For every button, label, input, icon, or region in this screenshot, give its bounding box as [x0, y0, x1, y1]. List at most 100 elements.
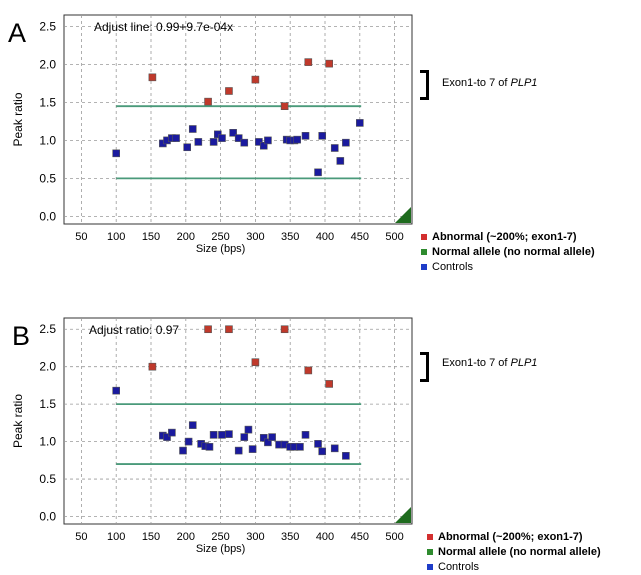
exon-note-a-text: Exon1-to 7 of — [442, 77, 511, 89]
x-axis-label: Size (bps) — [196, 243, 246, 255]
x-tick-label: 400 — [316, 531, 334, 543]
data-point — [225, 325, 233, 334]
data-point — [325, 380, 333, 388]
legend-swatch — [427, 549, 433, 556]
data-point — [304, 366, 313, 375]
x-tick-label: 400 — [316, 231, 334, 243]
bracket-b — [420, 352, 429, 382]
data-point — [184, 437, 193, 446]
data-point — [112, 386, 120, 395]
exon-note-b-text: Exon1-to 7 of — [442, 357, 511, 369]
data-point — [330, 144, 339, 152]
data-point — [240, 138, 249, 147]
data-point — [163, 433, 171, 441]
data-point — [234, 446, 243, 455]
panel-letter: A — [8, 18, 26, 48]
data-point — [194, 138, 203, 146]
data-point — [209, 138, 218, 146]
data-point — [293, 135, 301, 144]
data-point — [244, 425, 253, 434]
data-point — [268, 433, 276, 441]
exon-note-b-gene: PLP1 — [510, 357, 538, 369]
data-point — [318, 132, 327, 140]
x-tick-label: 350 — [281, 531, 299, 543]
x-tick-label: 150 — [142, 231, 160, 243]
data-point — [148, 362, 157, 371]
x-axis-label: Size (bps) — [196, 543, 246, 555]
data-point — [264, 438, 272, 447]
x-tick-label: 200 — [177, 531, 195, 543]
data-point — [234, 134, 243, 142]
x-tick-label: 450 — [351, 531, 369, 543]
data-point — [280, 325, 289, 334]
data-point — [204, 97, 212, 106]
legend-a: Abnormal (~200%; exon1-7) Normal allele … — [421, 230, 595, 275]
y-tick-label: 2.5 — [39, 322, 56, 336]
x-tick-label: 350 — [281, 231, 299, 243]
legend-swatch — [421, 249, 427, 256]
legend-swatch — [421, 234, 427, 241]
data-point — [172, 134, 180, 142]
data-point — [318, 447, 327, 456]
y-tick-label: 2.5 — [39, 19, 56, 33]
chart-panel-b: 0.0 0.5 1.0 1.5 2.0 2.5 50 100 150 200 250 300 350 40… — [11, 317, 413, 555]
data-point — [188, 125, 197, 133]
x-tick-label: 500 — [385, 531, 403, 543]
exon-note-b: Exon1-to 7 of PLP1 — [442, 357, 537, 369]
data-point — [342, 452, 350, 460]
legend-swatch — [427, 564, 433, 571]
legend-b-item-normal: Normal allele (no normal allele) — [427, 545, 601, 560]
exon-note-a-gene: PLP1 — [510, 77, 538, 89]
bracket-a — [420, 70, 429, 100]
data-point — [336, 157, 345, 165]
data-point — [188, 421, 197, 429]
data-point — [255, 138, 263, 146]
data-point — [112, 149, 120, 158]
data-point — [168, 428, 176, 437]
data-point — [325, 59, 333, 68]
data-point — [251, 75, 260, 84]
x-tick-label: 200 — [177, 231, 195, 243]
data-point — [225, 87, 233, 95]
legend-b-item-abnormal: Abnormal (~200%; exon1-7) — [427, 530, 601, 545]
legend-a-item-controls: Controls — [421, 260, 595, 275]
legend-label: Controls — [438, 561, 479, 573]
legend-label: Normal allele (no normal allele) — [438, 546, 601, 558]
y-tick-label: 0.5 — [39, 171, 56, 185]
legend-label: Normal allele (no normal allele) — [432, 246, 595, 258]
x-tick-label: 100 — [107, 231, 125, 243]
legend-a-item-normal: Normal allele (no normal allele) — [421, 245, 595, 260]
legend-a-item-abnormal: Abnormal (~200%; exon1-7) — [421, 230, 595, 245]
y-tick-label: 1.5 — [39, 397, 56, 411]
data-point — [229, 129, 237, 137]
data-point — [183, 143, 191, 152]
legend-label: Abnormal (~200%; exon1-7) — [432, 231, 577, 243]
data-point — [179, 446, 187, 455]
y-tick-label: 1.0 — [39, 133, 56, 147]
data-point — [301, 132, 310, 140]
data-point — [204, 325, 212, 334]
panel-letter: B — [12, 321, 30, 351]
x-tick-label: 450 — [351, 231, 369, 243]
data-point — [218, 134, 226, 142]
data-point — [296, 443, 304, 451]
data-point — [251, 358, 260, 366]
legend-b-item-controls: Controls — [427, 560, 601, 575]
y-tick-label: 2.0 — [39, 57, 56, 71]
x-tick-label: 100 — [107, 531, 125, 543]
corner-mark — [395, 207, 411, 223]
plot-frame — [63, 317, 413, 525]
y-tick-label: 0.5 — [39, 472, 56, 486]
legend-label: Abnormal (~200%; exon1-7) — [438, 531, 583, 543]
data-point — [148, 73, 157, 82]
adjust-annotation: Adjust line: 0.99+9.7e-04x — [94, 20, 233, 34]
data-point — [218, 431, 226, 439]
data-point — [259, 434, 268, 442]
legend-swatch — [421, 264, 427, 271]
adjust-annotation: Adjust ratio: 0.97 — [89, 323, 179, 337]
data-point — [314, 440, 322, 448]
legend-b: Abnormal (~200%; exon1-7) Normal allele … — [427, 530, 601, 575]
data-point — [209, 431, 218, 439]
y-axis-label: Peak ratio — [11, 394, 25, 448]
y-tick-label: 0.0 — [39, 209, 56, 223]
